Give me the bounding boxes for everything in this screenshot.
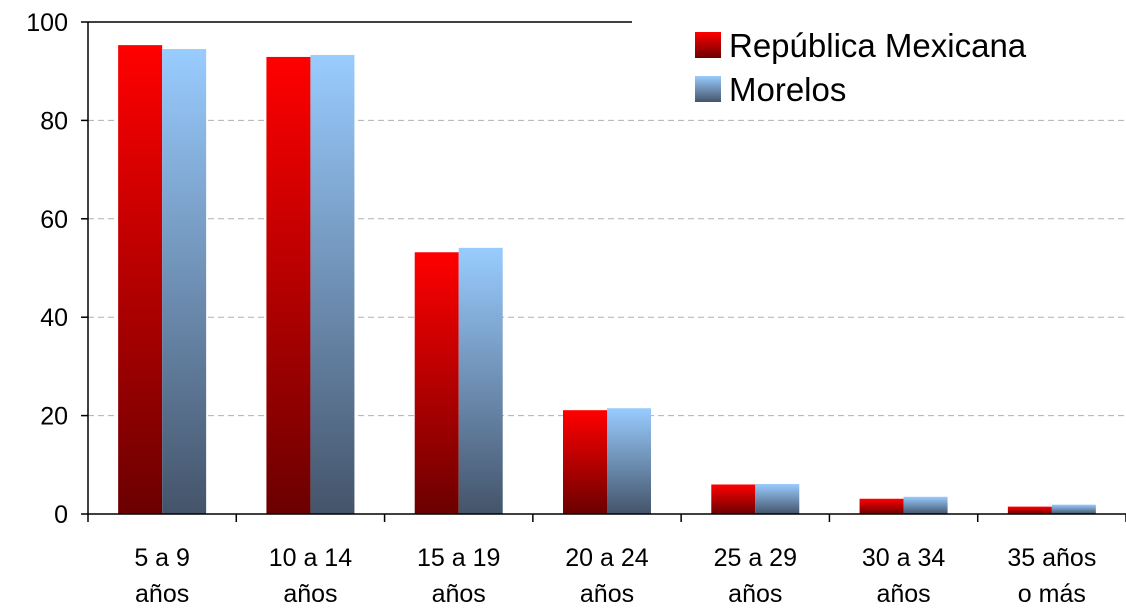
x-tick-label: 35 años o más xyxy=(1007,544,1096,608)
bar-republica-mexicana xyxy=(859,498,904,514)
y-tick-label: 0 xyxy=(54,501,68,529)
bar-morelos xyxy=(310,54,355,515)
bar-morelos xyxy=(458,247,503,514)
bar-morelos xyxy=(903,496,948,514)
y-tick-label: 80 xyxy=(40,107,68,135)
x-tick-label: 25 a 29 años xyxy=(714,544,797,608)
bar-republica-mexicana xyxy=(1007,506,1052,514)
tick-labels: 0 20 40 60 80 100 5 a 9 años 10 a 14 años 15 a 19 a… xyxy=(26,9,1096,608)
x-tick-label-line: 20 a 24 xyxy=(565,544,649,572)
x-tick-label-line: años xyxy=(580,580,634,608)
x-tick-label-line: años xyxy=(135,580,189,608)
legend-label: Morelos xyxy=(729,71,846,108)
bar-republica-mexicana xyxy=(711,484,756,514)
legend-label: República Mexicana xyxy=(729,27,1027,64)
bar-republica-mexicana xyxy=(266,56,311,514)
x-tick-label: 10 a 14 años xyxy=(269,544,353,608)
y-tick-label: 100 xyxy=(26,9,68,37)
x-tick-label: 30 a 34 años xyxy=(862,544,946,608)
x-tick-label: 20 a 24 años xyxy=(565,544,649,608)
y-tick-label: 20 xyxy=(40,403,68,431)
legend-swatch-morelos xyxy=(695,76,721,102)
x-tick-label-line: o más xyxy=(1018,580,1086,608)
x-tick-label-line: años xyxy=(283,580,337,608)
gridlines xyxy=(88,119,1126,417)
x-tick-label-line: 25 a 29 xyxy=(714,544,797,572)
x-tick-label-line: 35 años xyxy=(1007,544,1096,572)
bar-republica-mexicana xyxy=(563,410,607,514)
x-tick-label-line: años xyxy=(876,580,930,608)
bar-morelos xyxy=(162,49,207,515)
y-tick-label: 40 xyxy=(40,304,68,332)
bars xyxy=(118,45,1096,515)
x-tick-label-line: años xyxy=(432,580,486,608)
x-tick-label-line: 10 a 14 xyxy=(269,544,353,572)
x-tick-label-line: años xyxy=(728,580,782,608)
legend-swatch-republica-mexicana xyxy=(695,32,721,58)
bar-morelos xyxy=(1051,504,1096,514)
x-tick-label: 5 a 9 años xyxy=(134,544,190,608)
legend: República Mexicana Morelos xyxy=(695,27,1027,108)
bar-morelos xyxy=(755,483,800,514)
x-tick-label-line: 30 a 34 xyxy=(862,544,946,572)
bar-republica-mexicana xyxy=(414,252,459,515)
x-tick-label-line: 5 a 9 xyxy=(134,544,190,572)
x-tick-label-line: 15 a 19 xyxy=(417,544,500,572)
y-tick-label: 60 xyxy=(40,206,68,234)
x-tick-label: 15 a 19 años xyxy=(417,544,500,608)
bar-republica-mexicana xyxy=(118,45,163,515)
bar-morelos xyxy=(607,408,651,514)
axes xyxy=(81,21,1126,522)
